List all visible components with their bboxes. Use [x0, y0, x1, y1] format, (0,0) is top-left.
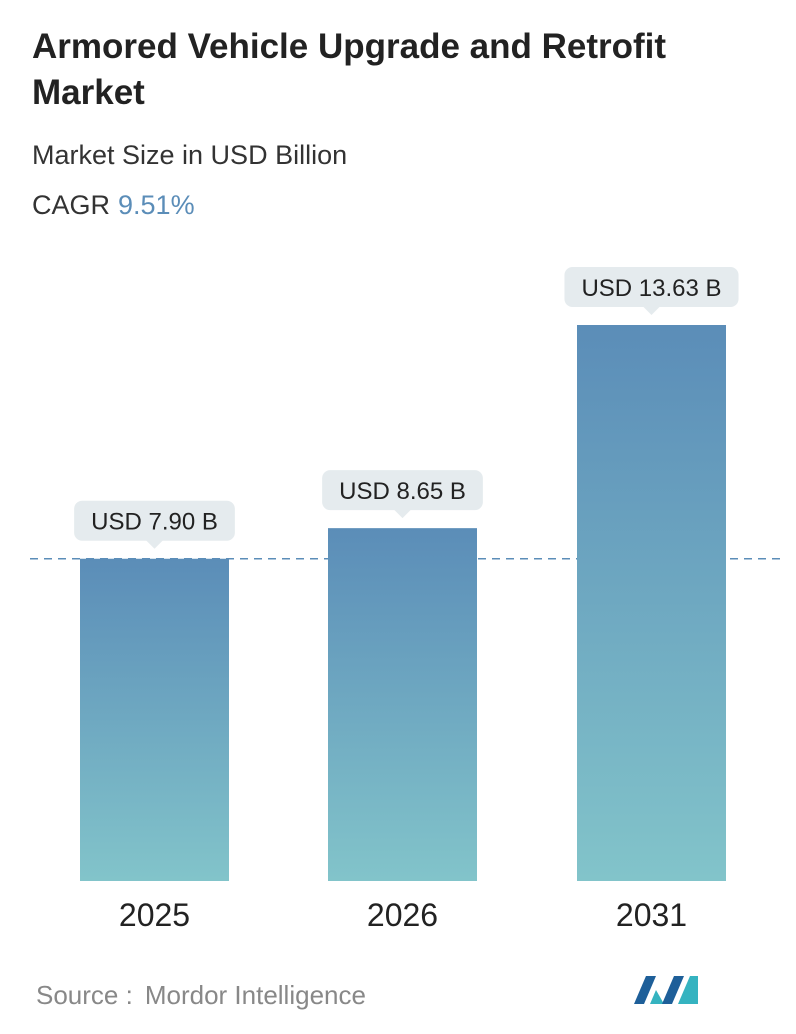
value-label-pointer	[642, 306, 661, 315]
source: Source : Mordor Intelligence	[36, 980, 366, 1011]
source-name: Mordor Intelligence	[144, 980, 366, 1010]
x-tick-label: 2031	[616, 897, 687, 933]
cagr: CAGR 9.51%	[32, 190, 195, 221]
value-label-pointer	[145, 539, 164, 549]
value-label-box	[322, 470, 483, 511]
source-label: Source :	[36, 980, 133, 1010]
chart-subtitle: Market Size in USD Billion	[32, 140, 348, 170]
x-tick-label: 2025	[119, 897, 190, 933]
bar	[80, 558, 229, 881]
value-label: USD 8.65 B	[339, 478, 466, 505]
cagr-label: CAGR	[32, 190, 111, 220]
value-label-pointer	[393, 509, 412, 519]
bar	[328, 528, 477, 881]
x-tick-label: 2026	[367, 897, 438, 933]
value-label-box	[74, 500, 235, 541]
cagr-value: 9.51%	[118, 190, 195, 220]
value-label: USD 13.63 B	[581, 275, 721, 302]
value-label-box	[564, 267, 739, 307]
chart-title: Armored Vehicle Upgrade and Retrofit Mar…	[32, 27, 667, 112]
logo	[634, 976, 698, 1004]
value-label: USD 7.90 B	[91, 509, 218, 536]
bar	[577, 325, 726, 881]
